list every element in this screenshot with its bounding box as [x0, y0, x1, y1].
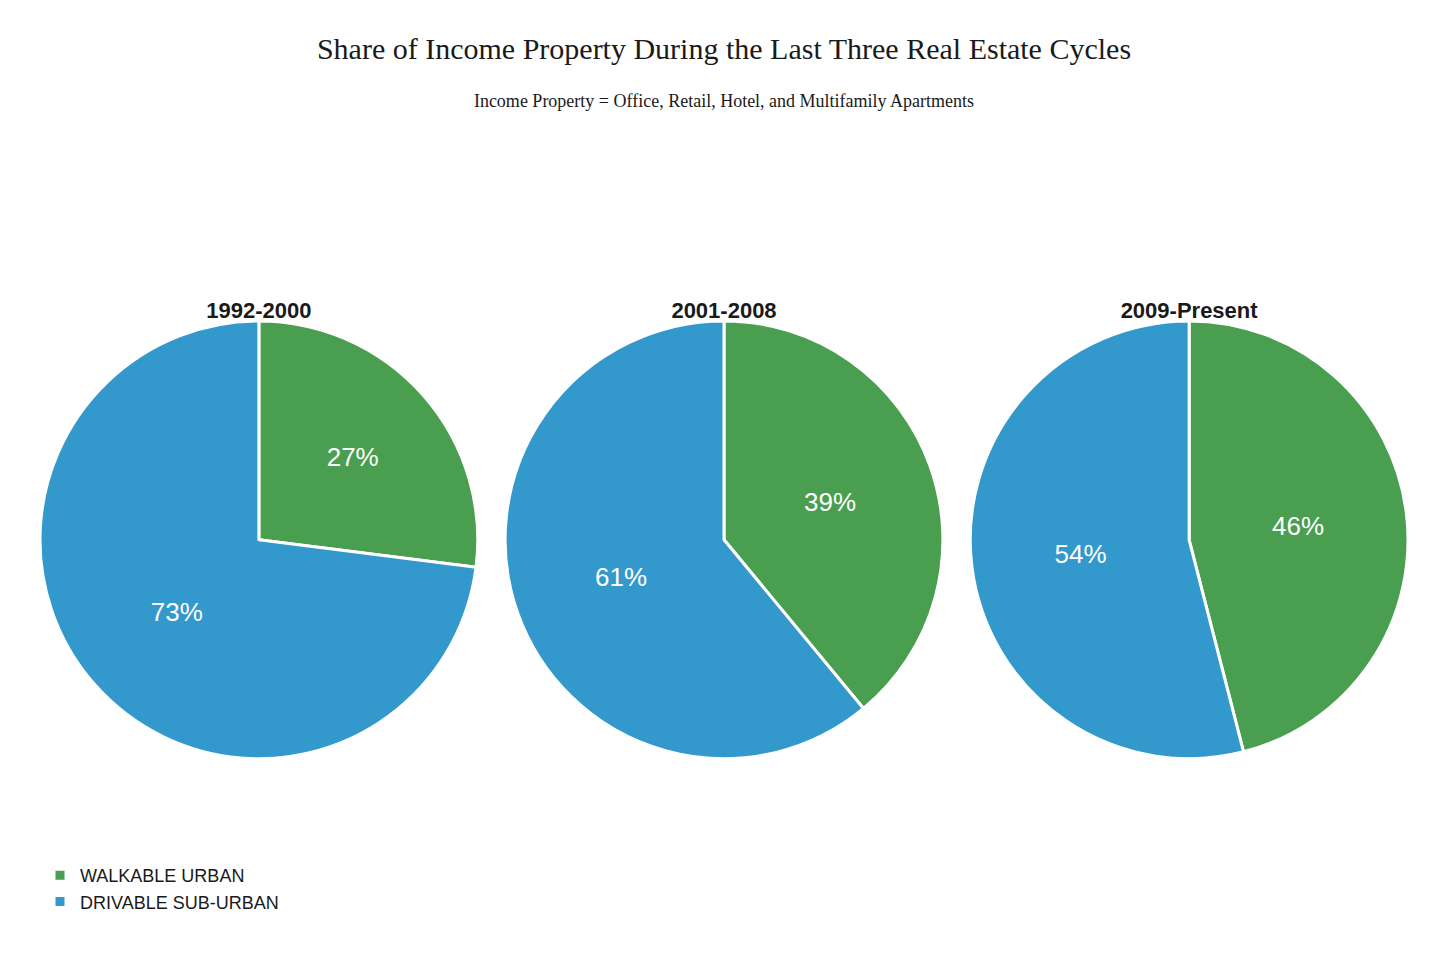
- svg-text:2001-2008: 2001-2008: [671, 298, 776, 323]
- svg-text:2009-Present: 2009-Present: [1121, 298, 1259, 323]
- svg-text:DRIVABLE SUB-URBAN: DRIVABLE SUB-URBAN: [80, 893, 279, 913]
- svg-text:1992-2000: 1992-2000: [206, 298, 311, 323]
- svg-text:27%: 27%: [327, 442, 379, 472]
- svg-text:39%: 39%: [804, 487, 856, 517]
- svg-text:Share of Income Property Durin: Share of Income Property During the Last…: [317, 32, 1131, 65]
- svg-text:Income Property = Office, Reta: Income Property = Office, Retail, Hotel,…: [474, 91, 974, 111]
- svg-text:61%: 61%: [595, 562, 647, 592]
- svg-text:54%: 54%: [1055, 539, 1107, 569]
- svg-text:46%: 46%: [1272, 511, 1324, 541]
- svg-text:73%: 73%: [151, 597, 203, 627]
- svg-text:WALKABLE URBAN: WALKABLE URBAN: [80, 866, 244, 886]
